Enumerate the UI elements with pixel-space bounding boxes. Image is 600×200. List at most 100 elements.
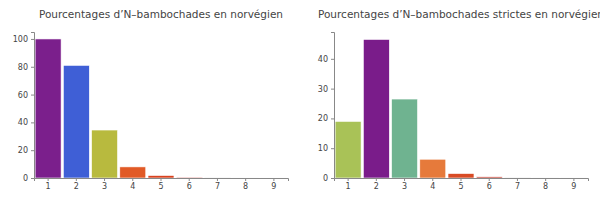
x-tick: 1 <box>46 178 51 191</box>
x-tick-label: 9 <box>271 182 276 191</box>
x-tick-label: 2 <box>374 182 379 191</box>
x-tick: 9 <box>271 178 276 191</box>
y-tick-mark <box>31 122 34 123</box>
y-tick-mark <box>331 89 334 90</box>
chart-title: Pourcentages d’N–bambochades strictes en… <box>318 8 600 20</box>
x-tick-label: 3 <box>402 182 407 191</box>
y-tick-label: 0 <box>23 174 28 183</box>
y-tick-label: 80 <box>18 63 28 72</box>
x-tick: 4 <box>430 178 435 191</box>
y-tick: 20 <box>318 114 334 123</box>
bar <box>363 39 389 178</box>
x-tick: 2 <box>374 178 379 191</box>
x-tick: 3 <box>402 178 407 191</box>
bar <box>92 130 118 178</box>
y-tick-label: 20 <box>318 114 328 123</box>
x-tick-label: 1 <box>46 182 51 191</box>
x-tick-mark <box>217 178 218 181</box>
x-tick: 6 <box>187 178 192 191</box>
bar <box>561 177 587 178</box>
x-tick: 2 <box>74 178 79 191</box>
y-tick-mark <box>331 118 334 119</box>
chart-title: Pourcentages d’N–bambochades en norvégie… <box>39 8 283 20</box>
y-tick-mark <box>331 148 334 149</box>
y-tick: 80 <box>18 63 34 72</box>
x-tick-mark <box>517 178 518 181</box>
x-tick-mark <box>573 178 574 181</box>
chart-panel: 010203040123456789 <box>318 33 589 191</box>
y-tick-label: 100 <box>13 35 28 44</box>
y-tick-mark <box>331 59 334 60</box>
x-tick: 5 <box>158 178 163 191</box>
y-tick-mark <box>31 39 34 40</box>
x-tick-mark <box>161 178 162 181</box>
x-tick-mark <box>461 178 462 181</box>
x-tick-mark <box>348 178 349 181</box>
y-axis: 010203040 <box>318 33 335 184</box>
x-tick-mark <box>404 178 405 181</box>
y-tick: 30 <box>318 85 334 94</box>
x-tick-mark <box>132 178 133 181</box>
x-tick-mark <box>245 178 246 181</box>
x-tick: 8 <box>543 178 548 191</box>
x-axis-line <box>35 179 289 182</box>
y-axis: 0 20 40 60 80 100 <box>13 33 35 184</box>
y-tick-label: 20 <box>18 146 28 155</box>
y-tick-mark <box>331 178 334 179</box>
y-tick: 0 <box>323 174 334 183</box>
x-tick-mark <box>76 178 77 181</box>
y-tick-label: 0 <box>323 174 328 183</box>
y-tick: 100 <box>13 35 34 44</box>
x-tick-label: 6 <box>487 182 492 191</box>
y-tick-label: 40 <box>18 118 28 127</box>
y-tick: 40 <box>318 55 334 64</box>
x-tick: 1 <box>346 178 351 191</box>
y-tick-label: 60 <box>18 91 28 100</box>
bar <box>335 121 361 178</box>
x-tick: 8 <box>243 178 248 191</box>
y-tick-label: 40 <box>318 55 328 64</box>
bars <box>335 39 587 178</box>
bars <box>35 39 287 178</box>
x-tick-label: 5 <box>458 182 463 191</box>
x-tick-mark <box>376 178 377 181</box>
y-tick-mark <box>31 95 34 96</box>
x-tick-mark <box>432 178 433 181</box>
x-tick-mark <box>189 178 190 181</box>
x-tick: 3 <box>102 178 107 191</box>
y-tick: 60 <box>18 91 34 100</box>
y-tick: 40 <box>18 118 34 127</box>
x-tick-mark <box>48 178 49 181</box>
x-tick-label: 6 <box>187 182 192 191</box>
x-tick-label: 2 <box>74 182 79 191</box>
x-tick: 7 <box>515 178 520 191</box>
y-axis-line <box>31 33 35 179</box>
x-tick: 4 <box>130 178 135 191</box>
y-axis-line <box>331 33 335 179</box>
x-tick-label: 7 <box>215 182 220 191</box>
bar <box>533 177 559 178</box>
bar <box>476 177 502 178</box>
x-tick-label: 4 <box>130 182 135 191</box>
x-tick: 6 <box>487 178 492 191</box>
x-tick-mark <box>104 178 105 181</box>
x-tick-label: 1 <box>346 182 351 191</box>
x-tick-label: 9 <box>571 182 576 191</box>
y-tick: 0 <box>23 174 34 183</box>
x-tick: 5 <box>458 178 463 191</box>
y-tick-mark <box>31 67 34 68</box>
bar <box>448 174 474 178</box>
x-axis: 1 2 3 4 5 6 7 8 9 <box>335 178 589 191</box>
x-tick-label: 7 <box>515 182 520 191</box>
x-tick-mark <box>545 178 546 181</box>
bar <box>392 99 418 178</box>
bar <box>148 175 174 178</box>
y-tick: 20 <box>18 146 34 155</box>
x-tick: 9 <box>571 178 576 191</box>
y-tick-mark <box>31 178 34 179</box>
x-tick-label: 8 <box>543 182 548 191</box>
chart-panel: 0 20 40 60 80 100 1 2 3 4 5 6 7 8 9 <box>13 33 289 191</box>
bar <box>233 177 259 178</box>
x-tick-mark <box>489 178 490 181</box>
x-tick-label: 3 <box>102 182 107 191</box>
